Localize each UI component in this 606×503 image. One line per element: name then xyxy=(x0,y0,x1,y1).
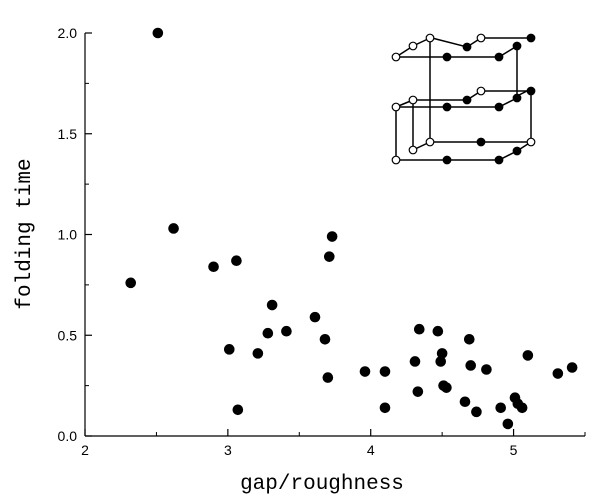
lattice-node-filled xyxy=(526,33,536,43)
x-tick-label: 2 xyxy=(81,442,89,458)
lattice-node-open xyxy=(526,137,536,147)
lattice-chain-mid-row xyxy=(413,90,531,101)
y-tick-label: 0.0 xyxy=(58,428,78,444)
data-point xyxy=(481,364,492,375)
x-axis-title: gap/roughness xyxy=(240,473,404,496)
data-point xyxy=(152,27,164,39)
lattice-node-filled xyxy=(494,102,504,112)
lattice-node-open xyxy=(476,86,486,96)
data-point xyxy=(566,362,578,373)
data-point xyxy=(522,350,534,361)
lattice-node-filled xyxy=(512,41,522,51)
y-axis-ticks xyxy=(85,32,92,437)
data-point xyxy=(281,325,292,337)
data-point xyxy=(495,402,507,414)
data-point xyxy=(465,360,477,371)
lattice-node-open xyxy=(425,137,435,147)
lattice-node-open xyxy=(391,102,401,112)
data-point xyxy=(432,325,444,337)
lattice-node-filled xyxy=(526,86,536,96)
data-point xyxy=(359,366,371,377)
x-tick-label: 3 xyxy=(224,442,232,458)
lattice-node-filled xyxy=(512,146,522,156)
lattice-node-filled xyxy=(476,137,486,147)
lattice-chain-top-row xyxy=(396,45,518,58)
data-point xyxy=(252,348,264,359)
data-point xyxy=(463,333,475,345)
data-point xyxy=(326,231,338,242)
lattice-chain-back-lower xyxy=(516,46,532,142)
data-point xyxy=(323,251,335,262)
data-point xyxy=(125,277,137,289)
data-point xyxy=(412,386,424,397)
data-point xyxy=(379,366,391,377)
lattice-node-open xyxy=(391,52,401,62)
data-point xyxy=(502,418,514,430)
x-axis-ticks xyxy=(84,429,586,436)
data-point xyxy=(379,402,391,414)
lattice-node-open xyxy=(408,145,418,155)
lattice-node-filled xyxy=(494,52,504,62)
data-point xyxy=(232,404,244,416)
data-point xyxy=(516,402,528,414)
lattice-node-filled xyxy=(442,52,452,62)
data-points xyxy=(125,27,578,430)
lattice-node-filled xyxy=(512,93,522,103)
data-point xyxy=(168,223,179,234)
data-point xyxy=(441,382,452,393)
lattice-vertical-left xyxy=(395,36,431,142)
lattice-conformation-diagram xyxy=(395,36,532,161)
lattice-node-filled xyxy=(494,155,504,165)
lattice-node-open xyxy=(425,33,435,43)
data-point xyxy=(322,372,334,383)
lattice-chain-back xyxy=(431,37,531,48)
data-point xyxy=(266,299,278,311)
lattice-node-open xyxy=(408,41,418,51)
lattice-node-open xyxy=(476,33,486,43)
data-point xyxy=(409,356,421,367)
data-point xyxy=(223,344,235,355)
lattice-chain-mid-row-2 xyxy=(396,97,518,108)
y-tick-label: 1.5 xyxy=(58,126,78,142)
y-tick-label: 1.0 xyxy=(58,227,78,243)
data-point xyxy=(413,323,425,335)
x-tick-label: 5 xyxy=(510,442,518,458)
data-point xyxy=(262,327,274,339)
data-point xyxy=(208,261,219,273)
y-axis-tick-labels: 0.0 0.5 1.0 1.5 2.0 xyxy=(58,25,78,444)
data-point xyxy=(471,406,482,418)
data-point xyxy=(231,255,242,266)
y-tick-label: 0.5 xyxy=(58,327,78,343)
lattice-node-filled xyxy=(462,42,472,52)
data-point xyxy=(309,311,321,323)
lattice-node-open xyxy=(391,155,401,165)
x-tick-label: 4 xyxy=(367,442,375,458)
data-point xyxy=(459,396,471,408)
x-axis-tick-labels: 2 3 4 5 xyxy=(81,442,518,458)
y-axis-title: folding time xyxy=(14,158,37,309)
lattice-chain-bottom-back xyxy=(412,141,531,151)
lattice-node-open xyxy=(408,95,418,105)
lattice-node-filled xyxy=(442,102,452,112)
data-point xyxy=(552,368,564,379)
data-point xyxy=(436,348,448,359)
lattice-nodes xyxy=(391,33,536,165)
y-tick-label: 2.0 xyxy=(58,25,78,41)
data-point xyxy=(435,356,447,367)
lattice-node-filled xyxy=(442,155,452,165)
data-point xyxy=(319,333,331,345)
lattice-node-filled xyxy=(462,95,472,105)
